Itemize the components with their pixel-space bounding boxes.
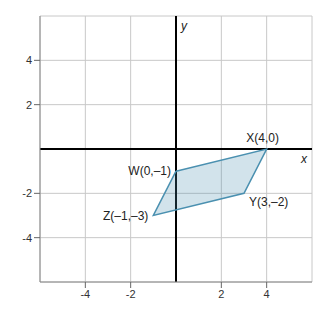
svg-text:-4: -4 — [80, 288, 90, 300]
svg-text:2: 2 — [26, 99, 32, 111]
svg-text:Z(–1,–3): Z(–1,–3) — [103, 209, 148, 223]
svg-text:-2: -2 — [126, 288, 136, 300]
svg-text:W(0,–1): W(0,–1) — [128, 164, 171, 178]
svg-text:4: 4 — [26, 54, 32, 66]
svg-text:y: y — [180, 19, 188, 33]
svg-text:x: x — [300, 152, 308, 166]
svg-text:-4: -4 — [22, 232, 32, 244]
svg-text:X(4,0): X(4,0) — [246, 131, 279, 145]
svg-text:Y(3,–2): Y(3,–2) — [249, 195, 288, 209]
svg-text:-2: -2 — [22, 187, 32, 199]
svg-text:2: 2 — [218, 288, 224, 300]
svg-text:4: 4 — [264, 288, 270, 300]
